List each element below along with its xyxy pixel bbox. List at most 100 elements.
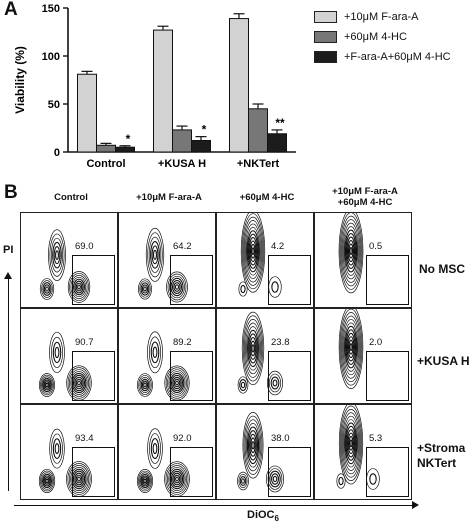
contour-line xyxy=(49,233,65,277)
contour-line xyxy=(72,470,86,488)
contour-line xyxy=(166,271,188,303)
contour-line xyxy=(345,329,357,365)
contour-line xyxy=(240,213,266,293)
contour-line xyxy=(270,473,280,485)
y-tick-label: 50 xyxy=(48,99,60,111)
bar xyxy=(172,129,192,153)
contour-plot xyxy=(336,405,380,490)
contour-line xyxy=(369,473,377,485)
gate-percentage: 93.4 xyxy=(75,433,94,444)
column-header-line: +10μM F-ara-A xyxy=(332,186,398,197)
contour-line xyxy=(137,373,153,397)
contour-line xyxy=(175,380,179,386)
contour-line xyxy=(44,477,50,485)
contour-line xyxy=(42,377,52,393)
row-header-line: NKTert xyxy=(417,456,457,470)
contour-line xyxy=(338,213,364,294)
flow-plot-cell: 23.8 xyxy=(216,308,314,404)
panel-a-letter: A xyxy=(4,0,18,20)
contour-line xyxy=(251,247,255,256)
contour-line xyxy=(67,367,91,399)
contour-line xyxy=(248,237,258,266)
contour-line xyxy=(237,471,249,491)
live-cell-gate xyxy=(72,255,115,305)
bar xyxy=(267,133,287,153)
contour-line xyxy=(168,467,186,491)
contour-line xyxy=(344,229,358,273)
contour-line xyxy=(70,275,88,299)
contour-line xyxy=(51,336,63,368)
live-cell-gate xyxy=(72,351,115,401)
bar xyxy=(77,73,97,153)
flow-plot-cell: 2.0 xyxy=(314,308,412,404)
contour-line xyxy=(147,428,163,469)
y-axis-arrow xyxy=(8,276,9,491)
contour-line xyxy=(342,415,360,471)
contour-line xyxy=(69,369,89,397)
contour-line xyxy=(339,405,363,482)
column-header-combo: +10μM F-ara-A +60μM 4-HC xyxy=(316,186,414,208)
live-cell-gate xyxy=(170,255,213,305)
contour-line xyxy=(242,216,264,286)
contour-line xyxy=(344,325,358,369)
contour-line xyxy=(139,377,151,393)
bar xyxy=(248,108,268,153)
contour-line xyxy=(339,309,363,386)
contour-line xyxy=(250,340,256,357)
contour-line xyxy=(141,380,149,390)
contour-line xyxy=(44,381,50,389)
live-cell-gate xyxy=(268,255,311,305)
y-axis-label: PI xyxy=(3,244,14,256)
contour-line xyxy=(50,237,64,273)
contour-line xyxy=(151,245,159,265)
gate-percentage: 0.5 xyxy=(369,241,383,252)
contour-line xyxy=(336,473,346,489)
contour-line xyxy=(242,315,264,382)
contour-line xyxy=(173,378,181,388)
contour-line xyxy=(244,223,262,279)
contour-line xyxy=(241,478,245,484)
contour-line xyxy=(43,284,51,294)
contour-line xyxy=(75,282,83,292)
y-tick-label: 100 xyxy=(42,51,60,63)
column-header-4hc: +60μM 4-HC xyxy=(218,192,316,203)
contour-line xyxy=(138,470,152,492)
contour-line xyxy=(272,379,278,387)
contour-line xyxy=(170,470,184,488)
category-label: +KUSA H xyxy=(158,158,206,170)
live-cell-gate xyxy=(268,447,311,497)
contour-line xyxy=(165,367,189,399)
legend-swatch-fara xyxy=(314,11,337,23)
contour-line xyxy=(340,215,362,287)
gate-percentage: 64.2 xyxy=(173,241,192,252)
contour-line xyxy=(249,433,257,457)
live-cell-gate xyxy=(170,351,213,401)
contour-line xyxy=(52,438,62,459)
contour-line xyxy=(140,378,150,392)
contour-line xyxy=(250,437,256,454)
flow-plot-cell: 93.4 xyxy=(20,404,118,500)
contour-line xyxy=(348,243,354,259)
contour-line xyxy=(245,423,261,468)
flow-plot-cell: 4.2 xyxy=(216,212,314,308)
contour-line xyxy=(247,430,259,461)
flow-plot-cell: 38.0 xyxy=(216,404,314,500)
legend-label-fara: +10μM F-ara-A xyxy=(344,11,419,23)
contour-line xyxy=(141,284,149,294)
bar xyxy=(153,29,173,153)
contour-line xyxy=(271,281,279,293)
significance-marker: ** xyxy=(275,116,285,130)
flow-plot-cell: 92.0 xyxy=(118,404,216,500)
contour-line xyxy=(249,240,257,263)
flow-plot-cell: 90.7 xyxy=(20,308,118,404)
contour-line xyxy=(249,336,257,360)
contour-line xyxy=(340,409,362,478)
contour-plot xyxy=(338,213,364,294)
live-cell-gate xyxy=(170,447,213,497)
x-axis-arrowhead xyxy=(412,501,419,509)
contour-line xyxy=(40,470,54,492)
contour-line xyxy=(45,382,49,388)
panel-b-letter: B xyxy=(4,182,18,203)
contour-line xyxy=(272,475,278,483)
bar xyxy=(191,139,211,153)
